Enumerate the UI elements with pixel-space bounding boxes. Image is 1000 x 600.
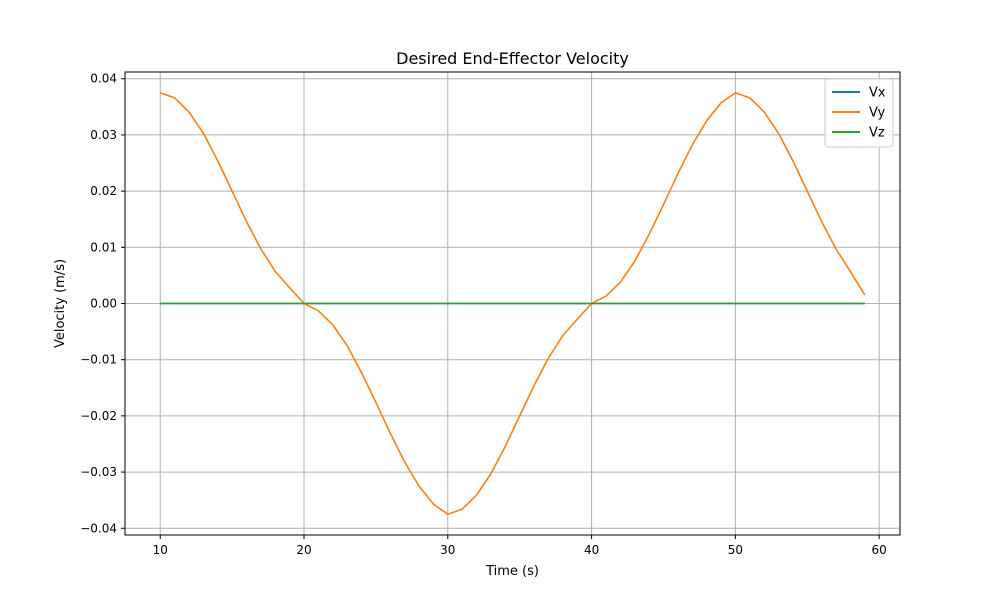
y-tick-label: 0.00: [90, 297, 117, 311]
legend-label-vz: Vz: [869, 126, 885, 141]
y-tick-label: 0.04: [90, 72, 117, 86]
y-tick-label: 0.01: [90, 240, 117, 254]
y-axis-ticks: −0.04 −0.03 −0.02 −0.01 0.00 0.01 0.02 0.03 0.04: [80, 72, 125, 535]
y-tick-label: −0.02: [80, 409, 117, 423]
x-tick-label: 40: [584, 543, 599, 557]
x-tick-label: 50: [728, 543, 743, 557]
x-axis-label: Time (s): [485, 564, 539, 579]
x-tick-label: 60: [872, 543, 887, 557]
y-tick-label: −0.04: [80, 521, 117, 535]
x-axis-ticks: 10 20 30 40 50 60: [153, 535, 887, 557]
series-line-vy: [159, 91, 866, 516]
legend-label-vy: Vy: [869, 106, 886, 121]
y-tick-label: 0.02: [90, 184, 117, 198]
y-axis-label: Velocity (m/s): [53, 259, 68, 348]
chart-title: Desired End-Effector Velocity: [396, 49, 629, 68]
x-tick-label: 20: [296, 543, 311, 557]
y-tick-label: −0.01: [80, 353, 117, 367]
x-tick-label: 30: [440, 543, 455, 557]
legend: Vx Vy Vz: [824, 78, 894, 148]
y-tick-label: 0.03: [90, 128, 117, 142]
legend-label-vx: Vx: [869, 86, 886, 101]
series-layer: [159, 91, 866, 516]
x-tick-label: 10: [153, 543, 168, 557]
y-tick-label: −0.03: [80, 465, 117, 479]
